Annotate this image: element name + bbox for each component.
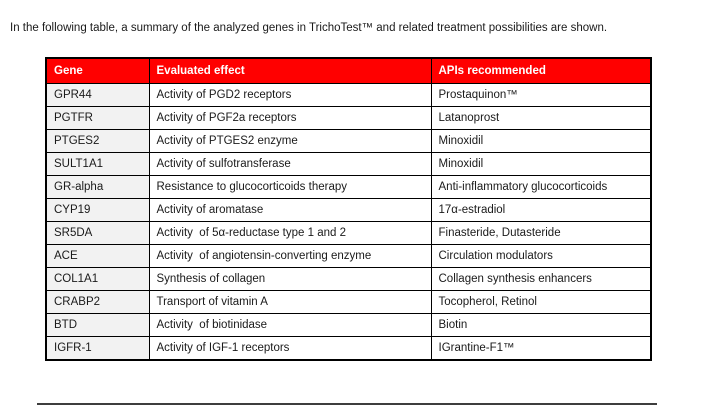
table-row: GR-alpha Resistance to glucocorticoids t… xyxy=(45,175,652,199)
gene-cell: CYP19 xyxy=(45,198,150,222)
gene-cell: SULT1A1 xyxy=(45,152,150,176)
api-cell: Tocopherol, Retinol xyxy=(430,290,652,314)
api-cell: Collagen synthesis enhancers xyxy=(430,267,652,291)
table-row: CRABP2 Transport of vitamin A Tocopherol… xyxy=(45,290,652,314)
effect-cell: Activity of angiotensin-converting enzym… xyxy=(148,244,432,268)
api-cell: Prostaquinon™ xyxy=(430,83,652,107)
gene-cell: SR5DA xyxy=(45,221,150,245)
effect-cell: Activity of sulfotransferase xyxy=(148,152,432,176)
table-row: CYP19 Activity of aromatase 17α-estradio… xyxy=(45,198,652,222)
effect-cell: Activity of IGF-1 receptors xyxy=(148,336,432,361)
table-row: PTGES2 Activity of PTGES2 enzyme Minoxid… xyxy=(45,129,652,153)
api-cell: IGrantine-F1™ xyxy=(430,336,652,361)
effect-cell: Resistance to glucocorticoids therapy xyxy=(148,175,432,199)
table-row: GPR44 Activity of PGD2 receptors Prostaq… xyxy=(45,83,652,107)
gene-cell: COL1A1 xyxy=(45,267,150,291)
api-cell: Circulation modulators xyxy=(430,244,652,268)
effect-cell: Activity of PTGES2 enzyme xyxy=(148,129,432,153)
gene-cell: CRABP2 xyxy=(45,290,150,314)
table-row: PGTFR Activity of PGF2a receptors Latano… xyxy=(45,106,652,130)
api-cell: 17α-estradiol xyxy=(430,198,652,222)
effect-cell: Activity of PGD2 receptors xyxy=(148,83,432,107)
api-cell: Biotin xyxy=(430,313,652,337)
effect-cell: Activity of biotinidase xyxy=(148,313,432,337)
footer-divider xyxy=(37,403,657,405)
table-row: IGFR-1 Activity of IGF-1 receptors IGran… xyxy=(45,336,652,361)
effect-cell: Activity of 5α-reductase type 1 and 2 xyxy=(148,221,432,245)
gene-cell: GR-alpha xyxy=(45,175,150,199)
effect-cell: Activity of PGF2a receptors xyxy=(148,106,432,130)
header-gene: Gene xyxy=(45,57,150,84)
table-row: BTD Activity of biotinidase Biotin xyxy=(45,313,652,337)
api-cell: Minoxidil xyxy=(430,129,652,153)
gene-cell: PTGES2 xyxy=(45,129,150,153)
header-apis-recommended: APIs recommended xyxy=(430,57,652,84)
gene-cell: GPR44 xyxy=(45,83,150,107)
genes-table-header: Gene Evaluated effect APIs recommended xyxy=(45,57,652,84)
gene-cell: ACE xyxy=(45,244,150,268)
api-cell: Minoxidil xyxy=(430,152,652,176)
effect-cell: Activity of aromatase xyxy=(148,198,432,222)
table-row: ACE Activity of angiotensin-converting e… xyxy=(45,244,652,268)
intro-paragraph: In the following table, a summary of the… xyxy=(10,21,608,34)
table-row: COL1A1 Synthesis of collagen Collagen sy… xyxy=(45,267,652,291)
header-evaluated-effect: Evaluated effect xyxy=(148,57,432,84)
table-body: GPR44 Activity of PGD2 receptors Prostaq… xyxy=(45,83,652,361)
genes-table: Gene Evaluated effect APIs recommended G… xyxy=(45,57,652,361)
api-cell: Latanoprost xyxy=(430,106,652,130)
table-row: SR5DA Activity of 5α-reductase type 1 an… xyxy=(45,221,652,245)
effect-cell: Transport of vitamin A xyxy=(148,290,432,314)
table-row: SULT1A1 Activity of sulfotransferase Min… xyxy=(45,152,652,176)
api-cell: Finasteride, Dutasteride xyxy=(430,221,652,245)
api-cell: Anti-inflammatory glucocorticoids xyxy=(430,175,652,199)
effect-cell: Synthesis of collagen xyxy=(148,267,432,291)
gene-cell: PGTFR xyxy=(45,106,150,130)
gene-cell: BTD xyxy=(45,313,150,337)
gene-cell: IGFR-1 xyxy=(45,336,150,361)
header-row: Gene Evaluated effect APIs recommended xyxy=(45,57,652,84)
